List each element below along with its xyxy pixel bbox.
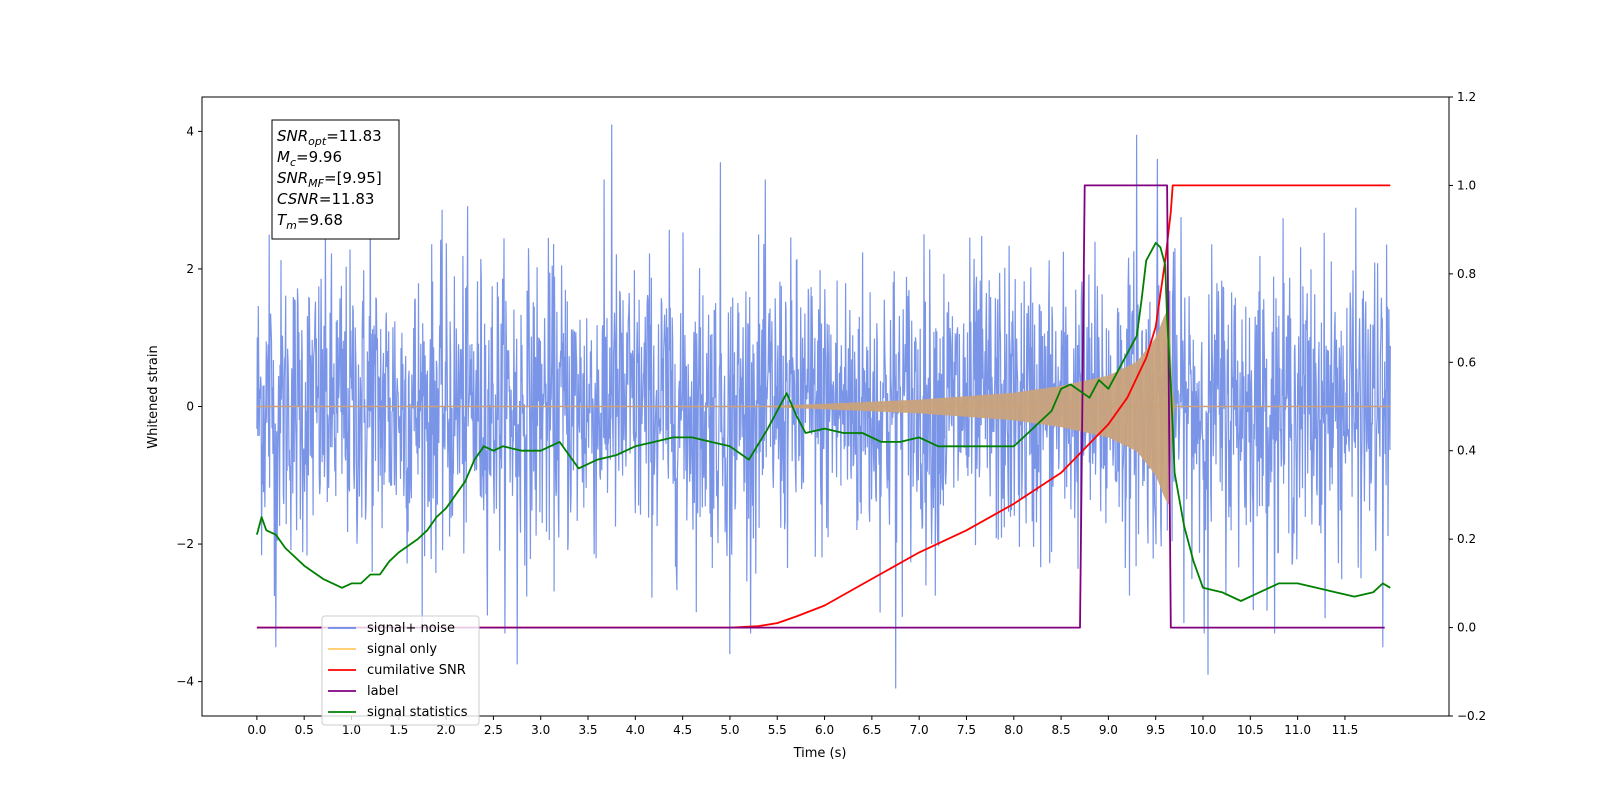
y2-tick-label: 1.2 bbox=[1457, 90, 1476, 104]
x-tick-label: 0.0 bbox=[247, 723, 266, 737]
legend-frame bbox=[321, 615, 480, 726]
x-tick-label: 4.5 bbox=[673, 723, 692, 737]
annotation-symbol: SNR bbox=[277, 127, 308, 145]
plot-area bbox=[256, 124, 1391, 689]
y-axis-label: Whitened strain bbox=[146, 345, 161, 448]
annotation-line: SNRopt=11.83 bbox=[277, 127, 382, 148]
x-tick-label: 10.0 bbox=[1190, 723, 1217, 737]
legend-label: label bbox=[367, 684, 398, 699]
plot-clip-group bbox=[256, 124, 1391, 689]
x-tick-label: 9.5 bbox=[1146, 723, 1165, 737]
y-tick-label: 2 bbox=[186, 262, 194, 276]
annotation-line: SNRMF=[9.95] bbox=[277, 169, 382, 190]
x-tick-label: 3.0 bbox=[531, 723, 550, 737]
y-tick-label: 0 bbox=[186, 400, 194, 414]
y-tick-label: −4 bbox=[176, 675, 194, 689]
y2-tick-label: 0.0 bbox=[1457, 621, 1476, 635]
stats-annotation-box: SNRopt=11.83Mc=9.96SNRMF=[9.95]CSNR=11.8… bbox=[271, 119, 400, 240]
x-tick-label: 1.0 bbox=[342, 723, 361, 737]
annotation-value: =9.96 bbox=[296, 148, 342, 166]
y2-tick-label: −0.2 bbox=[1457, 709, 1486, 723]
x-tick-label: 11.5 bbox=[1332, 723, 1359, 737]
annotation-symbol: M bbox=[277, 148, 290, 166]
x-axis-label: Time (s) bbox=[793, 746, 847, 761]
legend-label: signal+ noise bbox=[367, 621, 455, 636]
annotation-subscript: c bbox=[290, 156, 296, 169]
legend-label: signal statistics bbox=[367, 705, 468, 720]
y2-tick-label: 0.2 bbox=[1457, 532, 1476, 546]
x-tick-label: 0.5 bbox=[295, 723, 314, 737]
x-tick-label: 7.0 bbox=[910, 723, 929, 737]
series-signal-noise-line bbox=[256, 124, 1391, 689]
x-tick-label: 2.5 bbox=[484, 723, 503, 737]
legend-label: signal only bbox=[367, 642, 437, 657]
annotation-line: Mc=9.96 bbox=[277, 148, 342, 169]
x-tick-label: 3.5 bbox=[578, 723, 597, 737]
y2-tick-label: 0.6 bbox=[1457, 355, 1476, 369]
x-tick-label: 8.0 bbox=[1004, 723, 1023, 737]
axes: 0.0 0.5 1.0 1.5 2.0 2.5 3.0 3.5 4.0 4.5 5.0 5.5 6.0 6… bbox=[176, 90, 1486, 737]
x-tick-label: 5.5 bbox=[768, 723, 787, 737]
legend: signal+ noise signal only cumilative SNR la… bbox=[321, 615, 480, 726]
x-tick-label: 11.0 bbox=[1284, 723, 1311, 737]
y2-tick-label: 1.0 bbox=[1457, 178, 1476, 192]
series-cumilative-snr-line bbox=[256, 184, 1391, 629]
x-tick-label: 10.5 bbox=[1237, 723, 1264, 737]
legend-label: cumilative SNR bbox=[367, 663, 466, 678]
y2-tick-label: 0.8 bbox=[1457, 267, 1476, 281]
annotation-value: =11.83 bbox=[319, 190, 375, 208]
x-tick-label: 9.0 bbox=[1099, 723, 1118, 737]
series-label-line bbox=[256, 184, 1385, 629]
y-tick-label: −2 bbox=[176, 537, 194, 551]
annotation-value: =9.68 bbox=[297, 211, 343, 229]
annotation-symbol: SNR bbox=[277, 169, 308, 187]
x-tick-label: 1.5 bbox=[389, 723, 408, 737]
x-tick-label: 7.5 bbox=[957, 723, 976, 737]
annotation-subscript: m bbox=[286, 219, 297, 232]
x-tick-label: 5.0 bbox=[720, 723, 739, 737]
x-tick-label: 6.0 bbox=[815, 723, 834, 737]
series-signal-statistics-line bbox=[256, 242, 1391, 602]
annotation-subscript: opt bbox=[308, 135, 327, 148]
annotation-symbol: T bbox=[277, 211, 288, 229]
y2-tick-label: 0.4 bbox=[1457, 444, 1476, 458]
annotation-line: Tm=9.68 bbox=[277, 211, 343, 232]
x-tick-label: 6.5 bbox=[862, 723, 881, 737]
x-tick-label: 4.0 bbox=[626, 723, 645, 737]
annotation-subscript: MF bbox=[308, 177, 324, 190]
x-tick-label: 2.0 bbox=[437, 723, 456, 737]
annotation-value: =11.83 bbox=[326, 127, 382, 145]
annotation-value: =[9.95] bbox=[324, 169, 382, 187]
annotation-symbol: CSNR bbox=[277, 190, 319, 208]
annotation-line: CSNR=11.83 bbox=[277, 190, 374, 208]
x-tick-label: 8.5 bbox=[1052, 723, 1071, 737]
annotation-box-frame bbox=[271, 119, 400, 240]
y-tick-label: 4 bbox=[186, 124, 194, 138]
